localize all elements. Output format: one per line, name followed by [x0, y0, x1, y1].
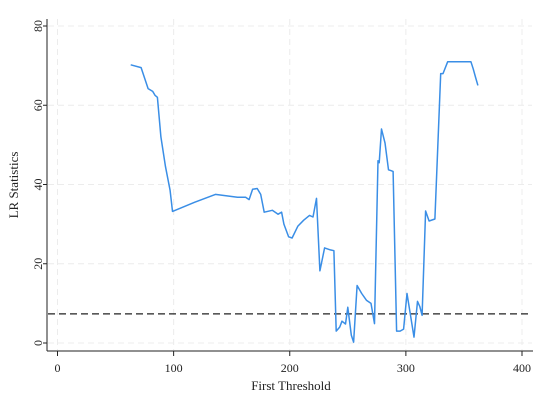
ticks: 0 20 40 60 80 0 100 200 300 400 — [31, 20, 531, 375]
x-tick-label: 400 — [513, 361, 531, 375]
lr-statistic-series-line — [130, 60, 479, 343]
y-tick-label: 40 — [31, 179, 45, 191]
x-tick-label: 100 — [165, 361, 183, 375]
y-tick-label: 20 — [31, 258, 45, 270]
y-tick-label: 80 — [31, 20, 45, 32]
x-axis-title: First Threshold — [251, 378, 331, 393]
x-tick-label: 300 — [397, 361, 415, 375]
y-tick-label: 60 — [31, 99, 45, 111]
x-tick-label: 0 — [55, 361, 61, 375]
y-axis-title: LR Statistics — [6, 152, 21, 219]
y-tick-label: 0 — [31, 340, 45, 346]
x-tick-label: 200 — [281, 361, 299, 375]
series-layer — [130, 60, 479, 343]
gridlines — [48, 19, 532, 350]
